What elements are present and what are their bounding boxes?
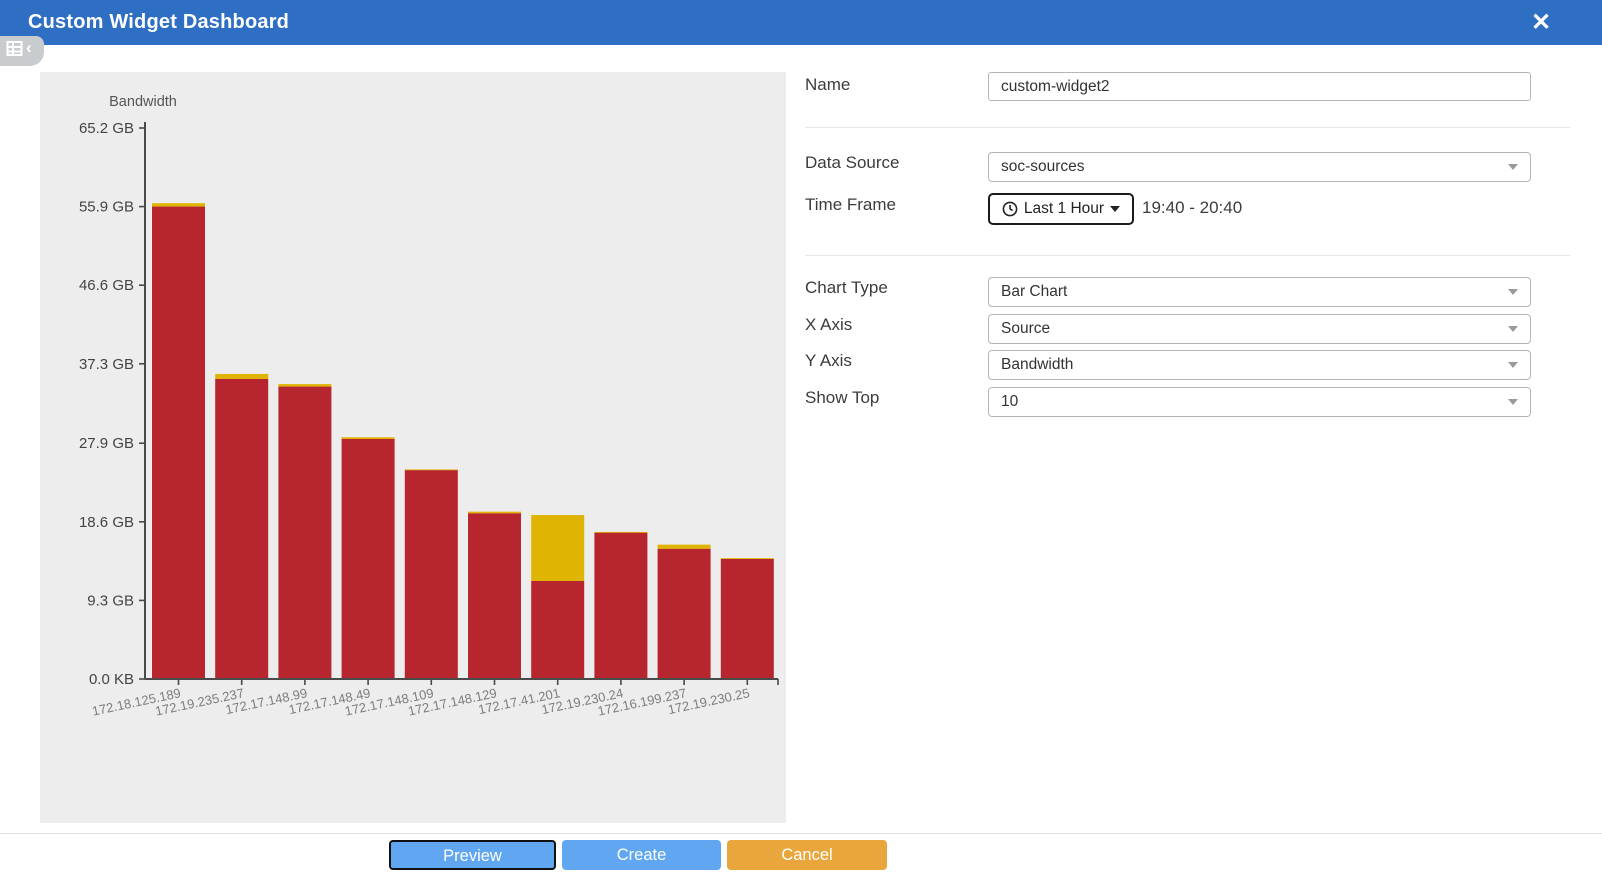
bar-segment-secondary[interactable]: [404, 469, 458, 471]
bandwidth-bar-chart: Bandwidth 0.0 KB 9.3 GB 18.6 GB 27.9 GB 37.3 …: [79, 94, 779, 719]
bar-segment-primary[interactable]: [341, 438, 395, 678]
y-axis-tick-label: 55.9 GB: [79, 199, 134, 216]
y-axis-tick-label: 27.9 GB: [79, 435, 134, 452]
y-axis-tick-label: 9.3 GB: [87, 592, 134, 609]
close-icon[interactable]: ✕: [1530, 9, 1552, 36]
y-axis-select[interactable]: Bandwidth: [988, 350, 1531, 380]
bar-segment-primary[interactable]: [594, 532, 648, 678]
show-top-value: 10: [1001, 393, 1019, 410]
bar-segment-secondary[interactable]: [215, 373, 269, 379]
bar-segment-secondary[interactable]: [468, 511, 521, 514]
dialog-title: Custom Widget Dashboard: [28, 11, 290, 33]
bar-segment-secondary[interactable]: [341, 437, 395, 439]
chart-type-value: Bar Chart: [1001, 283, 1068, 300]
bar-segment-primary[interactable]: [215, 378, 269, 678]
sidebar-collapse-tab[interactable]: ‹: [0, 36, 44, 66]
time-frame-button[interactable]: Last 1 Hour: [988, 193, 1134, 225]
bar-segment-secondary[interactable]: [657, 544, 711, 549]
y-axis-tick-label: 46.6 GB: [79, 277, 134, 294]
chevron-down-icon: [1508, 362, 1518, 368]
y-axis-tick-label: 37.3 GB: [79, 356, 134, 373]
name-input[interactable]: [988, 72, 1531, 101]
time-frame-label: Time Frame: [805, 195, 896, 214]
y-axis-value: Bandwidth: [1001, 356, 1074, 373]
bar-segment-secondary[interactable]: [278, 384, 332, 387]
chevron-left-icon: ‹: [26, 38, 32, 57]
bar-segment-primary[interactable]: [278, 386, 332, 678]
data-source-label: Data Source: [805, 153, 900, 172]
y-axis-tick-label: 18.6 GB: [79, 514, 134, 531]
data-source-value: soc-sources: [1001, 158, 1085, 175]
bar-segment-secondary[interactable]: [531, 515, 585, 581]
show-top-label: Show Top: [805, 388, 880, 407]
table-icon: [6, 40, 23, 56]
chevron-down-icon: [1508, 399, 1518, 405]
cancel-button[interactable]: Cancel: [727, 840, 887, 870]
y-axis-tick-label: 65.2 GB: [79, 120, 134, 137]
section-divider: [805, 255, 1570, 256]
bar-segment-secondary[interactable]: [594, 531, 648, 533]
bar-segment-primary[interactable]: [657, 548, 711, 678]
clock-icon: [1002, 201, 1018, 217]
chevron-down-icon: [1508, 326, 1518, 332]
chart-panel: Bandwidth 0.0 KB 9.3 GB 18.6 GB 27.9 GB 37.3 …: [40, 72, 786, 823]
chevron-down-icon: [1508, 164, 1518, 170]
y-axis-tick-label: 0.0 KB: [89, 671, 134, 688]
time-range-text: 19:40 - 20:40: [1142, 198, 1243, 217]
chevron-down-icon: [1110, 206, 1121, 212]
bar-segment-secondary[interactable]: [152, 203, 205, 207]
chevron-down-icon: [1508, 289, 1518, 295]
bar-segment-primary[interactable]: [152, 206, 205, 678]
footer-divider: [0, 833, 1602, 834]
time-frame-value: Last 1 Hour: [1023, 200, 1105, 217]
x-axis-select[interactable]: Source: [988, 314, 1531, 344]
x-axis-label: X Axis: [805, 315, 853, 334]
preview-button[interactable]: Preview: [389, 840, 556, 870]
show-top-select[interactable]: 10: [988, 387, 1531, 417]
bar-segment-primary[interactable]: [720, 558, 774, 678]
bar-segment-primary[interactable]: [404, 470, 458, 678]
bar-segment-primary[interactable]: [468, 513, 521, 678]
create-button[interactable]: Create: [562, 840, 721, 870]
x-axis-value: Source: [1001, 320, 1051, 337]
data-source-select[interactable]: soc-sources: [988, 152, 1531, 182]
chart-type-label: Chart Type: [805, 278, 888, 297]
name-label: Name: [805, 75, 851, 94]
chart-title: Bandwidth: [109, 94, 177, 110]
bar-segment-secondary[interactable]: [720, 558, 774, 560]
bar-segment-primary[interactable]: [531, 580, 585, 678]
dialog-titlebar: Custom Widget Dashboard ✕: [0, 0, 1602, 45]
section-divider: [805, 127, 1570, 128]
y-axis-label: Y Axis: [805, 351, 852, 370]
chart-type-select[interactable]: Bar Chart: [988, 277, 1531, 307]
